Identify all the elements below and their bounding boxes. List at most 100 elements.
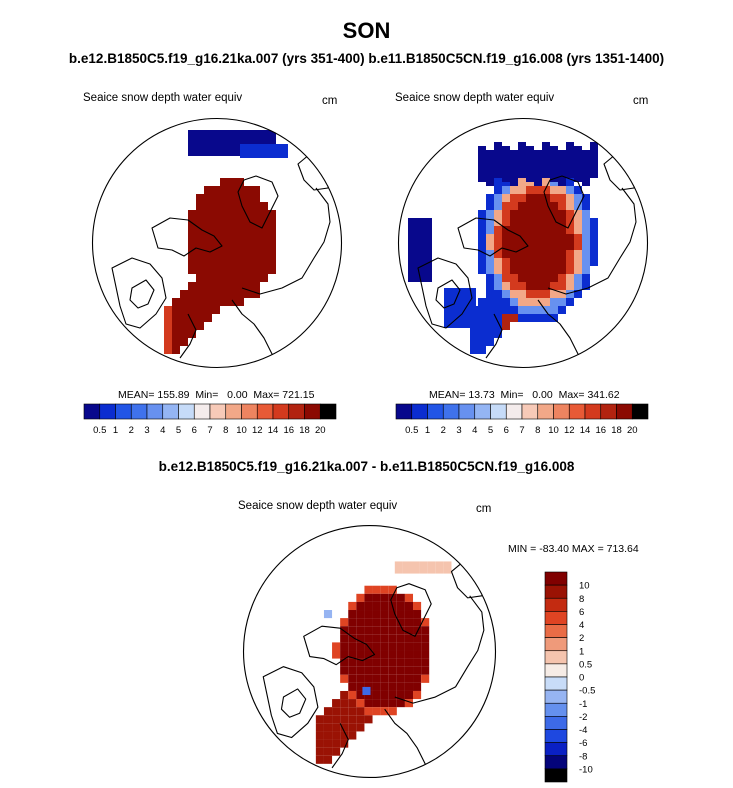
panel3-grid-cell bbox=[323, 723, 333, 732]
panel2-grid-cell bbox=[408, 258, 432, 266]
panel3-grid-cell bbox=[340, 618, 349, 627]
panel1-colorbar-swatch-12 bbox=[272, 403, 290, 420]
panel2-grid-cell bbox=[494, 186, 502, 194]
panel1-grid-cell bbox=[244, 234, 252, 242]
panel3-colorbar-swatch-4 bbox=[544, 624, 568, 638]
panel1-grid-cell bbox=[196, 258, 204, 266]
panel1-grid-cell bbox=[212, 130, 220, 156]
panel2-grid-cell bbox=[502, 250, 510, 258]
panel1-grid-cell bbox=[228, 226, 236, 234]
panel2-colorbar-swatch-4 bbox=[458, 403, 476, 420]
panel3-colorbar-swatch-5 bbox=[544, 637, 568, 652]
panel3-grid-cell bbox=[356, 634, 365, 643]
panel2-grid-cell bbox=[518, 290, 526, 298]
panel1-grid-cell bbox=[188, 306, 196, 314]
panel3-grid-cell bbox=[372, 674, 381, 683]
panel1-grid-cell bbox=[220, 298, 228, 306]
panel1-grid-cell bbox=[268, 218, 276, 226]
panel3-grid-cell bbox=[404, 650, 414, 659]
panel3-coastline bbox=[390, 583, 432, 637]
panel3-grid-cell bbox=[413, 674, 422, 683]
panel2-grid-cell bbox=[590, 226, 598, 234]
panel1-grid-cell bbox=[260, 234, 268, 242]
panel1-grid-cell bbox=[260, 226, 268, 234]
panel1-grid-cell bbox=[260, 218, 268, 226]
panel1-grid-cell bbox=[188, 218, 196, 226]
panel1-variable-label: Seaice snow depth water equiv bbox=[83, 92, 243, 104]
panel3-grid-cell bbox=[340, 715, 349, 724]
panel2-grid-cell bbox=[526, 274, 534, 282]
panel1-grid-cell bbox=[268, 210, 276, 218]
panel3-grid-cell bbox=[348, 601, 357, 611]
panel1-grid-cell bbox=[212, 226, 220, 234]
panel1-colorbar-tick-label: 2 bbox=[129, 425, 134, 436]
panel3-colorbar-tick-label: -0.5 bbox=[579, 686, 595, 697]
panel1-grid-cell bbox=[196, 210, 204, 218]
panel2-colorbar-tick-label: 4 bbox=[472, 425, 477, 436]
panel1-grid-cell bbox=[180, 330, 188, 338]
panel2-grid-cell bbox=[494, 218, 502, 226]
panel3-grid-cell bbox=[396, 626, 405, 635]
panel1-grid-cell bbox=[248, 144, 256, 158]
panel2-grid-cell bbox=[558, 234, 566, 242]
panel3-grid-cell bbox=[404, 610, 414, 619]
panel1-grid-cell bbox=[220, 226, 228, 234]
panel1-grid-cell bbox=[188, 290, 196, 298]
panel1-grid-cell bbox=[164, 314, 172, 322]
panel3-grid-cell bbox=[315, 731, 324, 740]
panel3-colorbar-swatch-9 bbox=[544, 689, 568, 704]
panel3-grid-cell bbox=[421, 674, 430, 683]
panel2-grid-cell bbox=[510, 314, 518, 322]
panel3-grid-cell bbox=[388, 707, 397, 716]
panel2-grid-cell bbox=[534, 290, 542, 298]
panel2-grid-cell bbox=[494, 298, 502, 306]
panel3-colorbar-swatch-2 bbox=[544, 597, 568, 612]
panel2-grid-cell bbox=[408, 266, 432, 274]
panel1-grid-cell bbox=[272, 144, 280, 158]
panel3-colorbar-swatch-14 bbox=[544, 755, 568, 770]
panel2-colorbar-tick-label: 1 bbox=[425, 425, 430, 436]
panel3-grid-cell bbox=[404, 601, 414, 611]
panel3-grid-cell bbox=[396, 690, 405, 700]
panel2-grid-cell bbox=[518, 306, 526, 314]
panel3-colorbar-swatch-3 bbox=[544, 611, 568, 625]
panel3-grid-cell bbox=[396, 610, 405, 619]
panel1-grid-cell bbox=[212, 266, 220, 274]
panel1-grid-cell bbox=[252, 266, 260, 274]
panel3-colorbar-tick-label: 8 bbox=[579, 594, 584, 605]
panel1-grid-cell bbox=[244, 218, 252, 226]
panel3-grid-cell bbox=[413, 682, 422, 691]
panel1-grid-cell bbox=[252, 234, 260, 242]
panel3-colorbar-tick-label: 0 bbox=[579, 673, 584, 684]
panel2-grid-cell bbox=[510, 306, 518, 314]
panel1-grid-cell bbox=[280, 144, 288, 158]
panel2-grid-cell bbox=[444, 288, 476, 296]
panel2-grid-cell bbox=[550, 282, 558, 290]
panel1-grid-cell bbox=[244, 266, 252, 274]
panel2-colorbar-swatch-14 bbox=[616, 403, 633, 420]
panel2-colorbar-swatch-3 bbox=[442, 403, 460, 420]
panel2-grid-cell bbox=[478, 314, 486, 322]
panel1-colorbar-swatch-3 bbox=[130, 403, 148, 420]
panel1-grid-cell bbox=[188, 330, 196, 338]
panel1-grid-cell bbox=[236, 282, 244, 290]
panel2-grid-cell bbox=[486, 290, 494, 298]
panel1-grid-cell bbox=[204, 218, 212, 226]
panel1-colorbar-swatch-2 bbox=[115, 403, 132, 420]
panel3-grid-cell bbox=[340, 731, 349, 740]
panel1-grid-cell bbox=[196, 234, 204, 242]
panel2-coastline bbox=[435, 279, 461, 309]
panel1-grid-cell bbox=[252, 250, 260, 258]
panel2-grid-cell bbox=[518, 274, 526, 282]
panel1-grid-cell bbox=[220, 202, 228, 210]
panel2-grid-cell bbox=[542, 142, 550, 178]
panel3-colorbar-tick-label: 2 bbox=[579, 633, 584, 644]
panel2-grid-cell bbox=[582, 234, 590, 242]
panel3-grid-cell bbox=[419, 561, 428, 574]
panel2-grid-cell bbox=[574, 258, 582, 266]
panel3-grid-cell bbox=[388, 666, 397, 675]
panel2-grid-cell bbox=[566, 186, 574, 194]
panel2-grid-cell bbox=[478, 146, 486, 182]
panel2-colorbar: 0.5 1 2 3 4 5 6 7 8 10 12 14 16 18 20 bbox=[395, 403, 649, 436]
panel3-grid-cell bbox=[356, 610, 365, 619]
